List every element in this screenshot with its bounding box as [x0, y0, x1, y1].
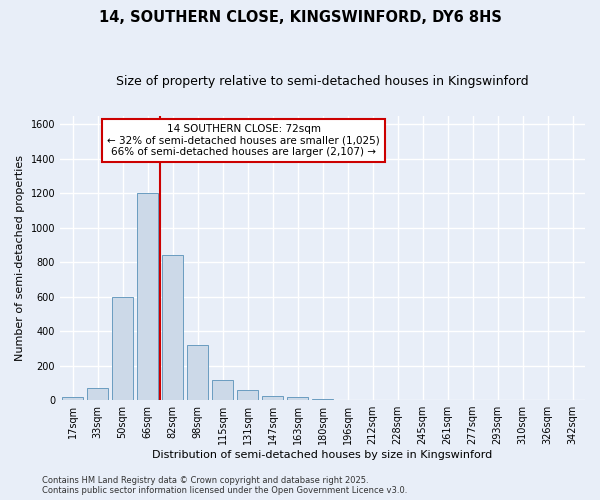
Bar: [212, 380, 233, 400]
Text: 14 SOUTHERN CLOSE: 72sqm
← 32% of semi-detached houses are smaller (1,025)
66% o: 14 SOUTHERN CLOSE: 72sqm ← 32% of semi-d…: [107, 124, 380, 158]
Bar: [87, 388, 108, 400]
X-axis label: Distribution of semi-detached houses by size in Kingswinford: Distribution of semi-detached houses by …: [152, 450, 493, 460]
Bar: [112, 296, 133, 400]
Bar: [287, 398, 308, 400]
Text: Contains HM Land Registry data © Crown copyright and database right 2025.
Contai: Contains HM Land Registry data © Crown c…: [42, 476, 407, 495]
Title: Size of property relative to semi-detached houses in Kingswinford: Size of property relative to semi-detach…: [116, 75, 529, 88]
Bar: [62, 398, 83, 400]
Bar: [187, 345, 208, 400]
Y-axis label: Number of semi-detached properties: Number of semi-detached properties: [15, 155, 25, 361]
Bar: [137, 193, 158, 400]
Bar: [162, 255, 183, 400]
Bar: [237, 390, 258, 400]
Text: 14, SOUTHERN CLOSE, KINGSWINFORD, DY6 8HS: 14, SOUTHERN CLOSE, KINGSWINFORD, DY6 8H…: [98, 10, 502, 25]
Bar: [262, 396, 283, 400]
Bar: [312, 399, 333, 400]
